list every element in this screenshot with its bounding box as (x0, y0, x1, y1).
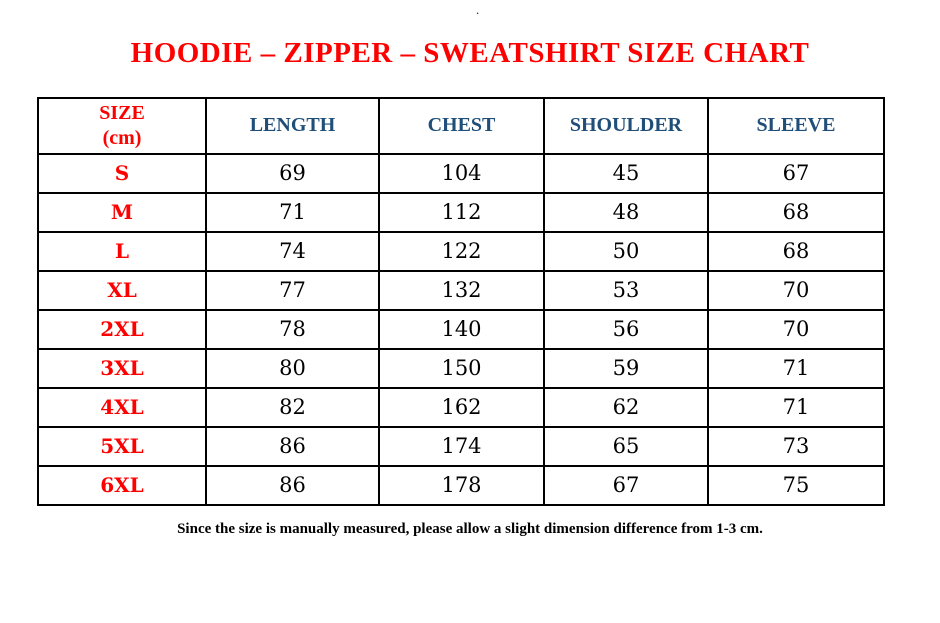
chest-cell: 140 (378, 308, 545, 350)
table-header: SIZE (cm) LENGTH CHEST SHOULDER SLEEVE (37, 96, 885, 155)
header-shoulder: SHOULDER (543, 96, 709, 155)
shoulder-cell: 65 (543, 425, 709, 467)
sleeve-cell: 71 (707, 386, 885, 428)
size-cell: 4XL (37, 386, 207, 428)
measurement-disclaimer: Since the size is manually measured, ple… (177, 520, 763, 537)
size-cell: L (37, 230, 207, 272)
table-row-2xl: 2XL 78 140 56 70 (37, 308, 885, 350)
size-cell: 5XL (37, 425, 207, 467)
size-cell: 6XL (37, 464, 207, 506)
length-cell: 71 (205, 191, 380, 233)
chest-cell: 178 (378, 464, 545, 506)
header-row: SIZE (cm) LENGTH CHEST SHOULDER SLEEVE (37, 96, 885, 155)
shoulder-cell: 67 (543, 464, 709, 506)
table-row-5xl: 5XL 86 174 65 73 (37, 425, 885, 467)
shoulder-cell: 48 (543, 191, 709, 233)
size-cell: XL (37, 269, 207, 311)
table-row-xl: XL 77 132 53 70 (37, 269, 885, 311)
length-cell: 86 (205, 464, 380, 506)
shoulder-cell: 59 (543, 347, 709, 389)
size-cell: 3XL (37, 347, 207, 389)
sleeve-cell: 70 (707, 308, 885, 350)
shoulder-cell: 62 (543, 386, 709, 428)
sleeve-cell: 71 (707, 347, 885, 389)
sleeve-cell: 75 (707, 464, 885, 506)
chest-cell: 150 (378, 347, 545, 389)
chest-cell: 122 (378, 230, 545, 272)
header-size: SIZE (cm) (37, 96, 207, 155)
shoulder-cell: 53 (543, 269, 709, 311)
chest-cell: 132 (378, 269, 545, 311)
length-cell: 74 (205, 230, 380, 272)
table-row-3xl: 3XL 80 150 59 71 (37, 347, 885, 389)
sleeve-cell: 68 (707, 230, 885, 272)
shoulder-cell: 50 (543, 230, 709, 272)
sleeve-cell: 67 (707, 152, 885, 194)
size-cell: S (37, 152, 207, 194)
table-row-s: S 69 104 45 67 (37, 152, 885, 194)
sleeve-cell: 73 (707, 425, 885, 467)
table-row-l: L 74 122 50 68 (37, 230, 885, 272)
length-cell: 80 (205, 347, 380, 389)
table-row-m: M 71 112 48 68 (37, 191, 885, 233)
table-body: S 69 104 45 67 M 71 112 48 68 L 74 122 5… (37, 152, 885, 506)
length-cell: 82 (205, 386, 380, 428)
shoulder-cell: 45 (543, 152, 709, 194)
page-title: HOODIE – ZIPPER – SWEATSHIRT SIZE CHART (130, 37, 810, 69)
sleeve-cell: 68 (707, 191, 885, 233)
chest-cell: 104 (378, 152, 545, 194)
chest-cell: 174 (378, 425, 545, 467)
size-chart-table: SIZE (cm) LENGTH CHEST SHOULDER SLEEVE S… (37, 96, 885, 506)
sleeve-cell: 70 (707, 269, 885, 311)
header-length: LENGTH (205, 96, 380, 155)
length-cell: 86 (205, 425, 380, 467)
chest-cell: 162 (378, 386, 545, 428)
length-cell: 78 (205, 308, 380, 350)
header-sleeve: SLEEVE (707, 96, 885, 155)
header-chest: CHEST (378, 96, 545, 155)
table-row-6xl: 6XL 86 178 67 75 (37, 464, 885, 506)
length-cell: 77 (205, 269, 380, 311)
size-cell: M (37, 191, 207, 233)
length-cell: 69 (205, 152, 380, 194)
chest-cell: 112 (378, 191, 545, 233)
shoulder-cell: 56 (543, 308, 709, 350)
stray-dot: . (476, 2, 480, 17)
size-cell: 2XL (37, 308, 207, 350)
table-row-4xl: 4XL 82 162 62 71 (37, 386, 885, 428)
